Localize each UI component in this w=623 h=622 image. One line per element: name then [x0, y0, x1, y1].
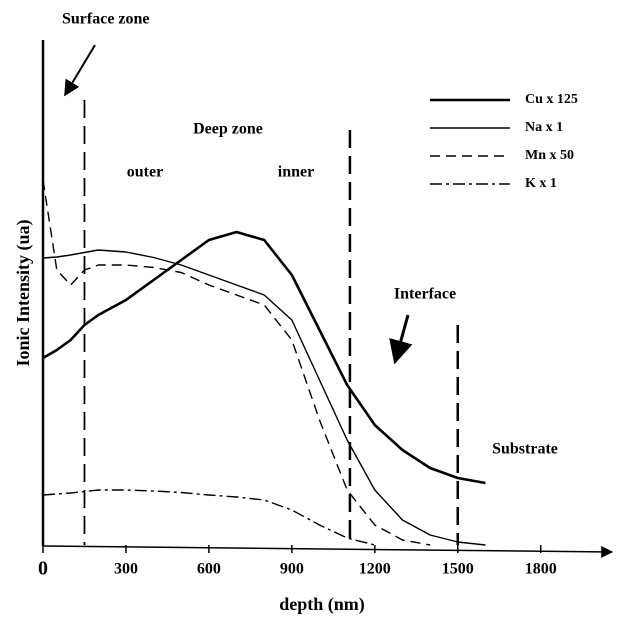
- series-line: [42, 249, 486, 546]
- series-line: [42, 489, 375, 546]
- x-tick-label: 900: [280, 561, 304, 578]
- x-tick-label: 0: [38, 558, 48, 580]
- legend-label: Cu x 125: [525, 92, 578, 107]
- legend-label: Mn x 50: [525, 148, 574, 163]
- x-axis-label: depth (nm): [279, 594, 365, 615]
- annotation: Deep zone: [193, 121, 263, 138]
- annotation: Surface zone: [62, 11, 150, 28]
- annotation: inner: [278, 164, 314, 181]
- annotation: outer: [127, 164, 163, 181]
- series-line: [42, 230, 486, 485]
- annotation: Interface: [394, 286, 456, 303]
- legend-label: Na x 1: [525, 120, 563, 135]
- x-tick-label: 300: [114, 561, 138, 578]
- x-tick-label: 1200: [359, 561, 391, 578]
- x-tick-label: 600: [197, 561, 221, 578]
- arrow: [64, 44, 96, 97]
- annotation: Substrate: [492, 441, 558, 458]
- legend-label: K x 1: [525, 176, 557, 191]
- x-tick-label: 1500: [442, 561, 474, 578]
- series-line: [42, 179, 431, 546]
- x-axis: [42, 545, 614, 558]
- y-axis-label: Ionic Intensity (ua): [13, 219, 34, 366]
- x-tick-label: 1800: [525, 561, 557, 578]
- arrow: [389, 314, 413, 365]
